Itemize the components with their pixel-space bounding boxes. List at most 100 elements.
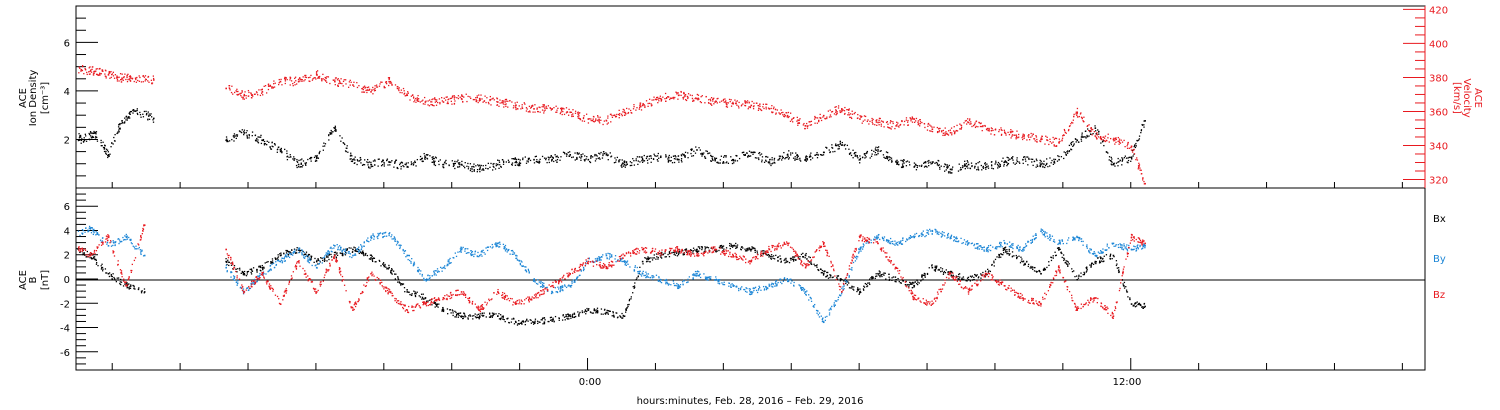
data-point <box>947 273 949 276</box>
data-point <box>1129 297 1131 299</box>
data-point <box>952 275 954 277</box>
data-point <box>107 272 110 275</box>
data-point <box>995 162 997 164</box>
data-point <box>308 256 310 258</box>
data-point <box>928 159 930 162</box>
data-point <box>725 247 728 249</box>
data-point <box>783 151 785 154</box>
data-point <box>90 69 92 72</box>
data-point <box>766 103 768 106</box>
data-point <box>695 146 697 148</box>
data-point <box>782 111 784 114</box>
data-point <box>863 286 866 288</box>
data-point <box>846 144 849 147</box>
data-point <box>324 76 326 79</box>
data-point <box>259 274 261 277</box>
data-point <box>300 162 302 164</box>
data-point <box>1011 135 1013 137</box>
data-point <box>296 160 298 163</box>
data-point <box>479 170 481 173</box>
data-point <box>128 283 130 285</box>
data-point <box>310 158 312 160</box>
data-point <box>1117 140 1119 143</box>
data-point <box>859 290 861 292</box>
data-point <box>1089 130 1091 132</box>
data-point <box>1055 137 1058 140</box>
data-point <box>1077 116 1079 118</box>
data-point <box>718 246 721 249</box>
data-point <box>357 248 360 251</box>
data-point <box>430 103 432 106</box>
data-point <box>390 269 392 272</box>
data-point <box>957 273 960 276</box>
data-point <box>910 282 912 284</box>
data-point <box>897 161 899 163</box>
data-point <box>581 155 583 158</box>
data-point <box>443 162 446 164</box>
data-point <box>228 261 230 264</box>
data-point <box>622 314 624 317</box>
data-point <box>359 250 361 252</box>
data-point <box>972 279 974 281</box>
data-point <box>591 312 593 314</box>
data-point <box>949 129 951 131</box>
data-point <box>504 101 506 103</box>
data-point <box>751 246 753 248</box>
data-point <box>280 150 282 152</box>
data-point <box>1083 116 1085 118</box>
data-point <box>712 159 714 162</box>
data-point <box>311 79 314 81</box>
data-point <box>769 163 771 165</box>
data-point <box>232 135 235 137</box>
data-point <box>1036 270 1038 273</box>
data-point <box>309 76 311 79</box>
data-point <box>77 139 80 142</box>
data-point <box>106 241 109 244</box>
data-point <box>532 105 534 107</box>
data-point <box>296 252 298 254</box>
data-point <box>802 252 804 255</box>
data-point <box>919 119 921 121</box>
data-point <box>648 98 651 100</box>
data-point <box>888 159 890 162</box>
data-point <box>1032 164 1034 167</box>
data-point <box>571 156 573 159</box>
data-point <box>279 81 281 83</box>
data-point <box>931 162 933 165</box>
data-point <box>473 315 475 317</box>
data-point <box>94 70 96 73</box>
data-point <box>967 276 970 279</box>
data-point <box>1097 129 1099 131</box>
data-point <box>958 163 960 165</box>
data-point <box>294 249 296 251</box>
data-point <box>851 286 854 288</box>
data-point <box>735 247 737 249</box>
data-point <box>414 293 416 295</box>
data-point <box>714 101 716 103</box>
data-point <box>318 77 321 79</box>
data-point <box>870 155 873 157</box>
data-point <box>939 127 941 130</box>
data-point <box>599 116 601 118</box>
data-point <box>841 144 843 146</box>
data-point <box>134 248 136 250</box>
data-point <box>1065 154 1068 156</box>
data-point <box>368 88 371 90</box>
data-point <box>952 274 954 277</box>
data-point <box>370 166 372 168</box>
data-point <box>345 83 347 85</box>
data-point <box>923 274 925 276</box>
data-point <box>476 316 478 319</box>
data-point <box>436 303 438 306</box>
data-point <box>276 151 278 153</box>
data-point <box>505 105 507 108</box>
data-point <box>245 275 248 277</box>
data-point <box>319 261 321 263</box>
data-point <box>439 103 441 105</box>
data-point <box>398 89 400 92</box>
data-point <box>895 161 897 163</box>
data-point <box>671 97 673 99</box>
data-point <box>939 168 941 170</box>
data-point <box>760 109 762 112</box>
data-point <box>875 154 878 156</box>
